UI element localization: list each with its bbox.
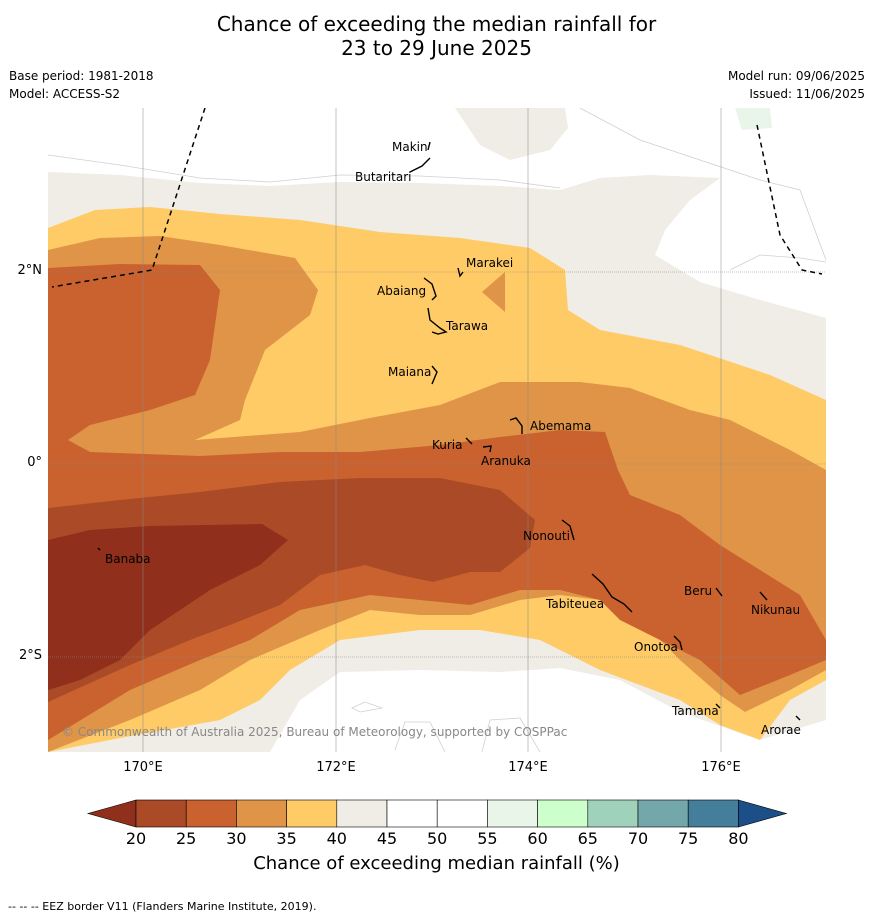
colorbar-over-arrow	[738, 799, 788, 828]
meta-left: Base period: 1981-2018 Model: ACCESS-S2	[9, 67, 154, 103]
place-label-onotoa: Onotoa	[634, 640, 678, 654]
colorbar-tick-label: 50	[427, 829, 448, 848]
band-30-35-spot	[482, 272, 505, 312]
colorbar-segment	[386, 799, 438, 828]
island-banaba	[97, 547, 101, 551]
place-labels: Makin Butaritari Marakei Abaiang Tarawa Maian…	[105, 140, 801, 737]
colorbar-segment	[587, 799, 639, 828]
island-butaritari	[409, 157, 431, 173]
meta-right: Model run: 09/06/2025 Issued: 11/06/2025	[728, 67, 865, 103]
place-label-maiana: Maiana	[388, 365, 431, 379]
copyright-notice: © Commonwealth of Australia 2025, Bureau…	[62, 725, 567, 739]
islands	[97, 141, 801, 721]
place-label-beru: Beru	[684, 584, 712, 598]
colorbar-tick-label: 35	[276, 829, 297, 848]
lat-tick-label: 0°	[27, 455, 42, 470]
base-period: Base period: 1981-2018	[9, 69, 154, 83]
colorbar	[86, 799, 788, 828]
lon-tick-label: 176°E	[701, 760, 741, 775]
contour-line	[351, 701, 384, 713]
island-makin	[427, 141, 431, 151]
colorbar-segment	[135, 799, 187, 828]
island-onotoa	[673, 635, 683, 651]
colorbar-tick-label: 25	[176, 829, 197, 848]
band-40-45-north	[455, 108, 568, 160]
contour-line	[48, 154, 561, 189]
island-maiana	[431, 365, 438, 385]
contour-line	[729, 254, 826, 271]
place-label-kuria: Kuria	[432, 438, 463, 452]
eez-footnote: -- -- -- EEZ border V11 (Flanders Marine…	[8, 900, 317, 913]
colorbar-segment	[687, 799, 739, 828]
place-label-tabiteuea: Tabiteuea	[545, 597, 604, 611]
issued-date: Issued: 11/06/2025	[749, 87, 865, 101]
place-label-arorae: Arorae	[761, 723, 801, 737]
island-tarawa	[427, 307, 448, 335]
eez-border	[51, 108, 206, 288]
colorbar-segment	[637, 799, 689, 828]
place-label-banaba: Banaba	[105, 552, 151, 566]
probability-fill: Makin Butaritari Marakei Abaiang Tarawa Maian…	[48, 108, 826, 752]
place-label-abaiang: Abaiang	[377, 284, 426, 298]
title-line-2: 23 to 29 June 2025	[341, 36, 532, 60]
lon-tick-label: 170°E	[123, 760, 163, 775]
colorbar-segment	[185, 799, 237, 828]
island-arorae	[795, 715, 801, 721]
map-title: Chance of exceeding the median rainfall …	[0, 12, 873, 60]
contour-line	[579, 108, 826, 261]
island-tamana	[715, 703, 721, 709]
gridlines	[48, 108, 826, 752]
island-nonouti	[561, 519, 575, 541]
band-55-60-north	[735, 108, 772, 130]
island-abaiang	[423, 277, 437, 301]
colorbar-tick-label: 55	[477, 829, 498, 848]
place-label-tarawa: Tarawa	[445, 319, 488, 333]
place-label-aranuka: Aranuka	[481, 454, 531, 468]
band-below-20	[48, 524, 288, 690]
island-kuria	[465, 437, 473, 445]
island-tabiteuea	[591, 573, 633, 613]
colorbar-tick-label: 45	[376, 829, 398, 848]
island-aranuka	[482, 445, 492, 453]
contour-line	[394, 721, 446, 752]
colorbar-segment	[436, 799, 488, 828]
island-nikunau	[759, 591, 768, 601]
place-label-marakei: Marakei	[466, 256, 513, 270]
colorbar-tick-label: 40	[326, 829, 347, 848]
contour-line	[481, 717, 541, 752]
island-abemama	[509, 417, 523, 434]
colorbar-tick-label: 30	[226, 829, 247, 848]
band-45-50-south	[270, 668, 826, 752]
colorbar-tick-label: 70	[627, 829, 649, 848]
colorbar-segment	[286, 799, 338, 828]
model-name: Model: ACCESS-S2	[9, 87, 121, 101]
colorbar-segment	[236, 799, 287, 828]
place-label-makin: Makin	[392, 140, 428, 154]
lon-tick-label: 174°E	[508, 760, 548, 775]
colorbar-segment	[487, 799, 538, 828]
place-label-nikunau: Nikunau	[751, 603, 800, 617]
lat-tick-label: 2°S	[18, 648, 42, 663]
colorbar-tick-label: 20	[125, 829, 147, 848]
colorbar-segment	[336, 799, 388, 828]
island-marakei	[457, 267, 464, 278]
model-run: Model run: 09/06/2025	[727, 69, 865, 83]
colorbar-tick-label: 75	[678, 829, 699, 848]
colorbar-under-arrow	[86, 799, 137, 828]
lat-tick-label: 2°N	[17, 263, 43, 278]
lon-tick-label: 172°E	[316, 760, 356, 775]
title-line-1: Chance of exceeding the median rainfall …	[216, 12, 657, 36]
place-label-abemama: Abemama	[530, 419, 591, 433]
colorbar-label: Chance of exceeding median rainfall (%)	[253, 853, 620, 874]
colorbar-segment	[537, 799, 589, 828]
colorbar-tick-label: 60	[527, 829, 548, 848]
place-label-nonouti: Nonouti	[523, 529, 570, 543]
colorbar-tick-label: 80	[728, 829, 749, 848]
place-label-tamana: Tamana	[671, 704, 719, 718]
place-label-butaritari: Butaritari	[355, 170, 412, 184]
island-beru	[715, 587, 723, 597]
colorbar-tick-label: 65	[577, 829, 598, 848]
eez-border	[756, 124, 823, 275]
